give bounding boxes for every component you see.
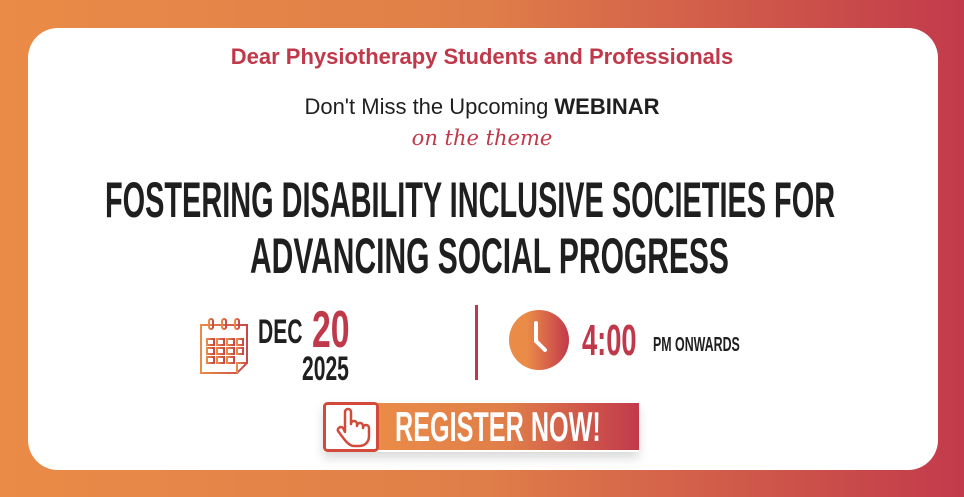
date-month: DEC	[258, 313, 330, 352]
invite-prefix: Don't Miss the Upcoming	[304, 94, 555, 119]
date-year: 2025	[302, 350, 378, 389]
time-value: 4:00	[582, 316, 670, 366]
date-day-text: 20	[312, 301, 350, 359]
title-line-1-text: FOSTERING DISABILITY INCLUSIVE SOCIETIES…	[105, 172, 836, 228]
pointing-hand-icon	[323, 402, 379, 452]
divider	[475, 305, 478, 380]
webinar-card	[28, 28, 938, 470]
register-now-button[interactable]: REGISTER NOW!	[323, 402, 639, 452]
title-line-1: FOSTERING DISABILITY INCLUSIVE SOCIETIES…	[105, 172, 964, 228]
register-label: REGISTER NOW!	[395, 404, 738, 450]
theme-label: on the theme	[411, 126, 553, 150]
date-day: 20	[312, 300, 370, 360]
title-line-2: ADVANCING SOCIAL PROGRESS	[250, 228, 964, 284]
invite-emphasis: WEBINAR	[554, 94, 660, 119]
greeting: Dear Physiotherapy Students and Professi…	[230, 44, 734, 69]
time-suffix-text: PM ONWARDS	[653, 334, 740, 356]
time-suffix: PM ONWARDS	[653, 334, 793, 357]
clock-icon	[509, 310, 569, 370]
register-label-text: REGISTER NOW!	[395, 403, 601, 450]
invite-line: Don't Miss the Upcoming WEBINAR	[0, 94, 964, 120]
title-line-2-text: ADVANCING SOCIAL PROGRESS	[250, 228, 729, 284]
time-value-text: 4:00	[582, 316, 637, 365]
calendar-icon	[200, 318, 248, 374]
register-bar	[377, 403, 639, 450]
date-year-text: 2025	[302, 350, 349, 388]
date-month-text: DEC	[258, 313, 303, 351]
